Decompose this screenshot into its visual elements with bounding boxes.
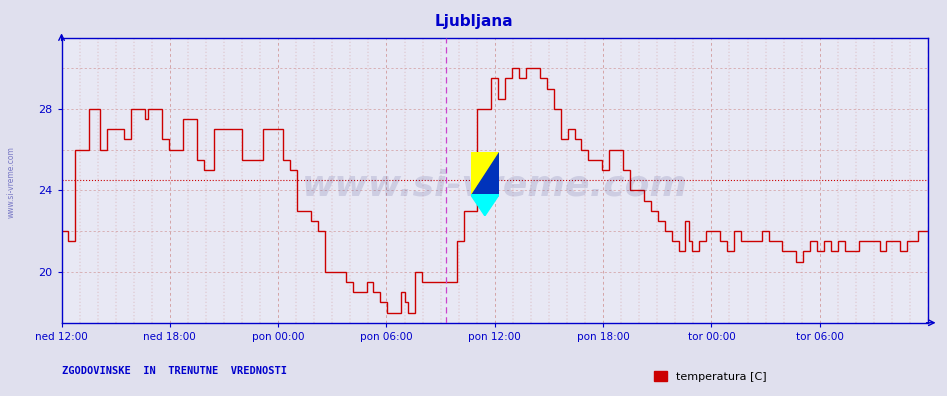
Text: Ljubljana: Ljubljana [434,14,513,29]
Polygon shape [471,195,499,216]
Legend: temperatura [C]: temperatura [C] [650,367,771,386]
Polygon shape [471,152,499,195]
Text: ZGODOVINSKE  IN  TRENUTNE  VREDNOSTI: ZGODOVINSKE IN TRENUTNE VREDNOSTI [62,366,287,376]
Text: www.si-vreme.com: www.si-vreme.com [7,146,16,218]
Polygon shape [471,152,499,195]
Text: www.si-vreme.com: www.si-vreme.com [302,169,688,203]
